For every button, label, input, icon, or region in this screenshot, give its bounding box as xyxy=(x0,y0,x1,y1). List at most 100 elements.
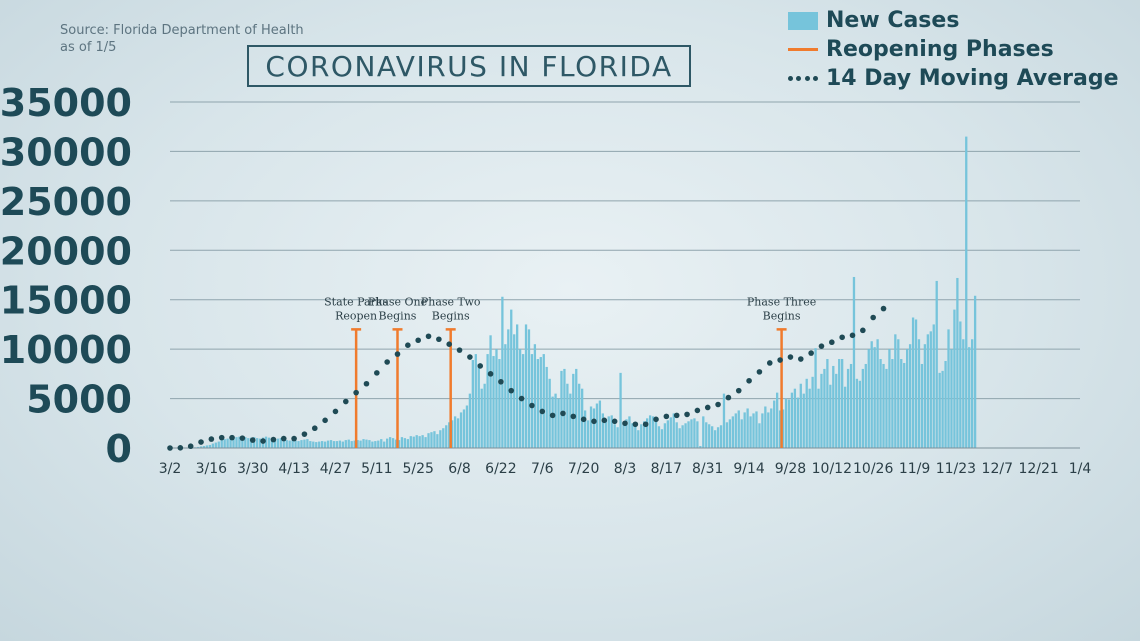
bar xyxy=(725,422,729,448)
average-dot xyxy=(808,350,814,356)
bar xyxy=(388,437,392,448)
bar xyxy=(749,416,752,448)
bar xyxy=(716,427,720,448)
bar xyxy=(941,370,944,448)
bar xyxy=(202,446,206,448)
bar xyxy=(459,412,463,448)
bar xyxy=(545,366,548,448)
bar xyxy=(956,277,959,448)
x-tick-label: 12/7 xyxy=(982,461,1013,477)
bar xyxy=(575,368,578,448)
y-tick-label: 35000 xyxy=(0,81,132,125)
bar xyxy=(448,422,451,448)
bar xyxy=(713,430,717,448)
bar xyxy=(530,354,534,448)
bar xyxy=(521,354,525,448)
average-dot xyxy=(663,413,670,420)
bar xyxy=(273,439,277,448)
bar xyxy=(338,440,342,448)
bar xyxy=(734,413,737,448)
average-dot xyxy=(342,398,349,405)
average-dot xyxy=(725,394,732,401)
bar xyxy=(888,349,891,448)
bar xyxy=(920,363,924,448)
x-tick-label: 3/16 xyxy=(196,461,228,477)
average-dot xyxy=(167,445,173,451)
bar xyxy=(684,423,687,448)
average-dot xyxy=(384,359,390,365)
x-tick-label: 9/28 xyxy=(775,461,806,477)
source-note: Source: Florida Department of Health as … xyxy=(60,22,304,56)
bar xyxy=(678,428,681,448)
bar xyxy=(223,439,226,448)
x-tick-label: 4/13 xyxy=(278,461,309,477)
bar xyxy=(560,370,563,448)
bar xyxy=(433,431,436,448)
bar xyxy=(829,384,832,448)
bar xyxy=(841,359,844,448)
average-dot xyxy=(291,435,297,442)
bar xyxy=(208,444,212,448)
bar xyxy=(613,424,616,448)
bar xyxy=(294,440,297,448)
bar xyxy=(501,296,504,448)
bar xyxy=(524,324,528,448)
bar xyxy=(264,436,268,448)
x-tick-label: 5/11 xyxy=(361,461,392,477)
y-tick-label: 15000 xyxy=(0,279,132,323)
x-tick-label: 6/22 xyxy=(485,461,516,477)
bar xyxy=(285,440,288,448)
bar xyxy=(356,440,359,448)
bar xyxy=(962,339,965,448)
bar xyxy=(598,400,602,448)
bar xyxy=(953,309,956,448)
bar xyxy=(586,420,590,448)
bar xyxy=(430,432,433,448)
bar xyxy=(731,416,734,448)
bar xyxy=(253,437,256,448)
phase-label: Phase Two xyxy=(421,295,481,308)
bar xyxy=(761,413,764,448)
bar xyxy=(205,445,209,448)
bar xyxy=(315,442,318,448)
phase-label: Begins xyxy=(432,309,470,322)
bar xyxy=(708,424,711,448)
bar xyxy=(805,378,808,448)
bar xyxy=(456,418,460,448)
average-dot xyxy=(353,389,359,396)
average-dot xyxy=(704,404,711,411)
bar xyxy=(622,423,625,448)
average-dot xyxy=(787,354,794,360)
bar xyxy=(415,435,418,448)
bar xyxy=(938,372,941,448)
bar xyxy=(229,438,232,448)
bar xyxy=(199,446,203,448)
bar xyxy=(826,359,829,448)
bar xyxy=(527,329,531,448)
bar xyxy=(660,429,664,448)
bar xyxy=(533,344,537,448)
bar xyxy=(646,418,649,448)
average-dot xyxy=(498,378,504,385)
average-dot xyxy=(746,377,752,384)
bar xyxy=(386,438,389,448)
legend-reopening: Reopening Phases xyxy=(788,35,1119,64)
average-dot xyxy=(611,418,618,425)
bar xyxy=(838,359,841,448)
bar xyxy=(412,436,415,448)
average-dot xyxy=(684,411,690,418)
bar xyxy=(391,438,395,448)
average-dot xyxy=(591,418,597,425)
bar xyxy=(217,441,220,448)
bar xyxy=(959,321,962,448)
average-dot xyxy=(580,416,587,423)
bar xyxy=(926,334,929,448)
bar xyxy=(885,368,888,448)
bar xyxy=(510,309,513,448)
y-tick-label: 20000 xyxy=(0,229,132,273)
legend-dots-swatch xyxy=(788,76,818,81)
bar xyxy=(610,415,613,448)
bar xyxy=(312,441,315,448)
bar xyxy=(471,360,474,448)
average-dot xyxy=(280,435,287,442)
